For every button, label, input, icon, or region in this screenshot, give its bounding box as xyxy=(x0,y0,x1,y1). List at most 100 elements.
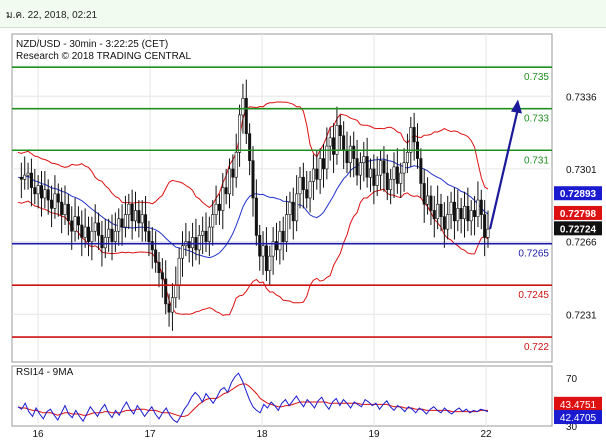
chart-title: NZD/USD - 30min - 3:22:25 (CET) xyxy=(16,39,168,50)
x-tick-label-3: 19 xyxy=(368,429,380,440)
candle-body xyxy=(19,176,23,180)
rsi-y-tick-1: 30 xyxy=(566,422,578,433)
candle-body xyxy=(137,210,141,224)
candle-body xyxy=(33,187,37,195)
candle-body xyxy=(422,183,426,205)
candle-body xyxy=(207,226,211,242)
candle-body xyxy=(83,226,87,238)
candle-body xyxy=(399,172,403,184)
candle-body xyxy=(442,216,446,230)
candle-body xyxy=(204,230,208,242)
candle-body xyxy=(70,220,74,232)
candle-body xyxy=(238,114,242,153)
candle-body xyxy=(187,241,191,249)
bollinger-lower-line xyxy=(17,188,489,316)
forecast-arrow-shaft xyxy=(488,108,520,230)
y-tick-label-1: 0.7301 xyxy=(566,165,597,176)
y-tick-label-0: 0.7336 xyxy=(566,92,597,103)
rsi-line xyxy=(17,372,489,424)
rsi-tag-box-1 xyxy=(554,410,602,425)
candle-body xyxy=(372,168,376,186)
candle-body xyxy=(120,218,124,228)
candle-body xyxy=(426,195,430,205)
candle-body xyxy=(382,160,386,174)
price-tag-0: 0.72893 xyxy=(560,189,597,200)
candle-body xyxy=(385,172,389,190)
candle-body xyxy=(23,174,27,180)
chart-subtitle: Research © 2018 TRADING CENTRAL xyxy=(16,51,191,62)
candle-body xyxy=(100,235,104,249)
level-label-0: 0.735 xyxy=(524,72,549,83)
candle-body xyxy=(140,214,144,224)
candle-body xyxy=(53,193,57,209)
support-resistance-levels: 0.735 0.733 0.731 0.7265 0.7245 0.722 xyxy=(12,66,552,353)
candle-body xyxy=(224,187,228,195)
candle-body xyxy=(311,168,315,182)
candle-body xyxy=(174,284,178,298)
candle-body xyxy=(164,278,168,305)
candle-body xyxy=(36,185,40,195)
candle-body xyxy=(392,166,396,180)
candle-body xyxy=(469,210,473,222)
candle-body xyxy=(321,158,325,170)
candle-body xyxy=(110,228,114,242)
datetime-bar: ม.ค. 22, 2018, 02:21 xyxy=(0,0,606,28)
x-tick-label-2: 18 xyxy=(256,429,268,440)
candle-body xyxy=(301,176,305,190)
candle-body xyxy=(197,235,201,251)
candle-body xyxy=(231,168,235,178)
candle-body xyxy=(103,237,107,249)
candle-body xyxy=(60,201,64,215)
candle-body xyxy=(50,199,54,209)
rsi-panel-border xyxy=(11,365,553,427)
x-tick-label-4: 22 xyxy=(480,429,492,440)
rsi-ma-line xyxy=(17,383,488,417)
y-tick-label-3: 0.7231 xyxy=(566,310,597,321)
candle-body xyxy=(56,193,60,203)
price-candles xyxy=(19,79,490,331)
candle-body xyxy=(258,235,262,257)
price-tag-box-1 xyxy=(554,205,602,220)
candle-body xyxy=(274,241,278,251)
candle-body xyxy=(170,297,174,313)
datetime-label: ม.ค. 22, 2018, 02:21 xyxy=(6,10,98,21)
candle-body xyxy=(157,262,161,274)
candle-body xyxy=(63,203,67,215)
candle-body xyxy=(147,230,151,242)
candle-body xyxy=(285,214,289,242)
level-label-3: 0.7265 xyxy=(518,249,549,260)
candle-body xyxy=(402,162,406,174)
candle-body xyxy=(29,172,33,188)
candle-body xyxy=(429,195,433,211)
candle-body xyxy=(264,245,268,271)
candle-body xyxy=(325,145,329,170)
candle-body xyxy=(39,185,43,199)
candle-body xyxy=(375,174,379,186)
candle-body xyxy=(87,226,91,242)
candle-body xyxy=(409,127,413,153)
candle-body xyxy=(345,149,349,164)
candle-body xyxy=(43,189,47,199)
candle-body xyxy=(251,160,255,199)
price-tag-box-0 xyxy=(554,186,602,201)
candle-body xyxy=(466,206,470,222)
candle-body xyxy=(113,230,117,242)
candle-body xyxy=(479,199,483,215)
level-label-1: 0.733 xyxy=(524,114,549,125)
candle-body xyxy=(332,137,336,155)
level-label-4: 0.7245 xyxy=(518,290,549,301)
candle-body xyxy=(291,201,295,222)
candle-body xyxy=(318,158,322,180)
candle-body xyxy=(254,197,258,236)
candle-body xyxy=(446,214,450,230)
candle-body xyxy=(436,203,440,220)
candle-body xyxy=(123,214,127,228)
candle-body xyxy=(358,162,362,176)
candle-body xyxy=(368,168,372,178)
rsi-y-tick-0: 70 xyxy=(566,374,578,385)
candle-body xyxy=(295,193,299,222)
candle-body xyxy=(66,203,70,222)
candle-body xyxy=(134,210,138,222)
candle-body xyxy=(476,199,480,217)
